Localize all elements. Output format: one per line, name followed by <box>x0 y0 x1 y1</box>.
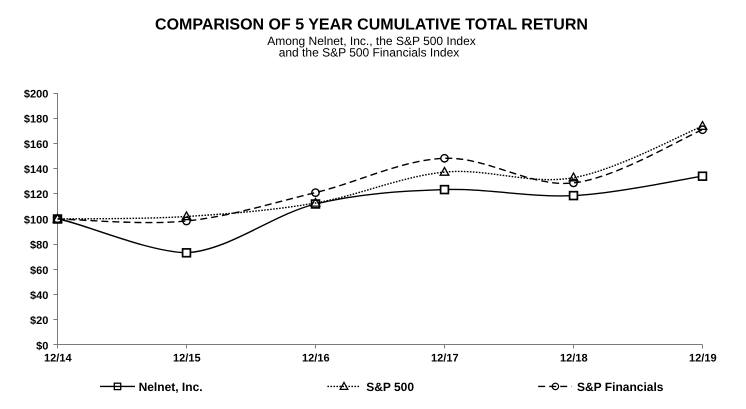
svg-text:S&P Financials: S&P Financials <box>577 380 664 394</box>
svg-text:$120: $120 <box>24 189 48 201</box>
svg-text:$140: $140 <box>24 164 48 176</box>
svg-text:$20: $20 <box>30 315 48 327</box>
svg-text:S&P 500: S&P 500 <box>366 380 414 394</box>
svg-text:12/17: 12/17 <box>431 353 459 365</box>
svg-text:and the S&P 500 Financials Ind: and the S&P 500 Financials Index <box>279 46 460 60</box>
svg-text:Among Nelnet, Inc., the S&P 50: Among Nelnet, Inc., the S&P 500 Index <box>267 34 476 48</box>
svg-text:12/14: 12/14 <box>44 353 72 365</box>
svg-text:12/16: 12/16 <box>302 353 330 365</box>
svg-text:$40: $40 <box>30 290 48 302</box>
svg-text:COMPARISON OF 5 YEAR CUMULATIV: COMPARISON OF 5 YEAR CUMULATIVE TOTAL RE… <box>155 17 588 34</box>
svg-text:Nelnet, Inc.: Nelnet, Inc. <box>139 380 203 394</box>
svg-text:$160: $160 <box>24 139 48 151</box>
svg-text:$60: $60 <box>30 265 48 277</box>
svg-text:$180: $180 <box>24 114 48 126</box>
svg-text:$0: $0 <box>36 340 48 352</box>
svg-text:12/15: 12/15 <box>173 353 201 365</box>
svg-text:12/18: 12/18 <box>560 353 588 365</box>
svg-text:12/19: 12/19 <box>689 353 717 365</box>
svg-text:$80: $80 <box>30 240 48 252</box>
svg-text:$100: $100 <box>24 214 48 226</box>
svg-text:$200: $200 <box>24 88 48 100</box>
